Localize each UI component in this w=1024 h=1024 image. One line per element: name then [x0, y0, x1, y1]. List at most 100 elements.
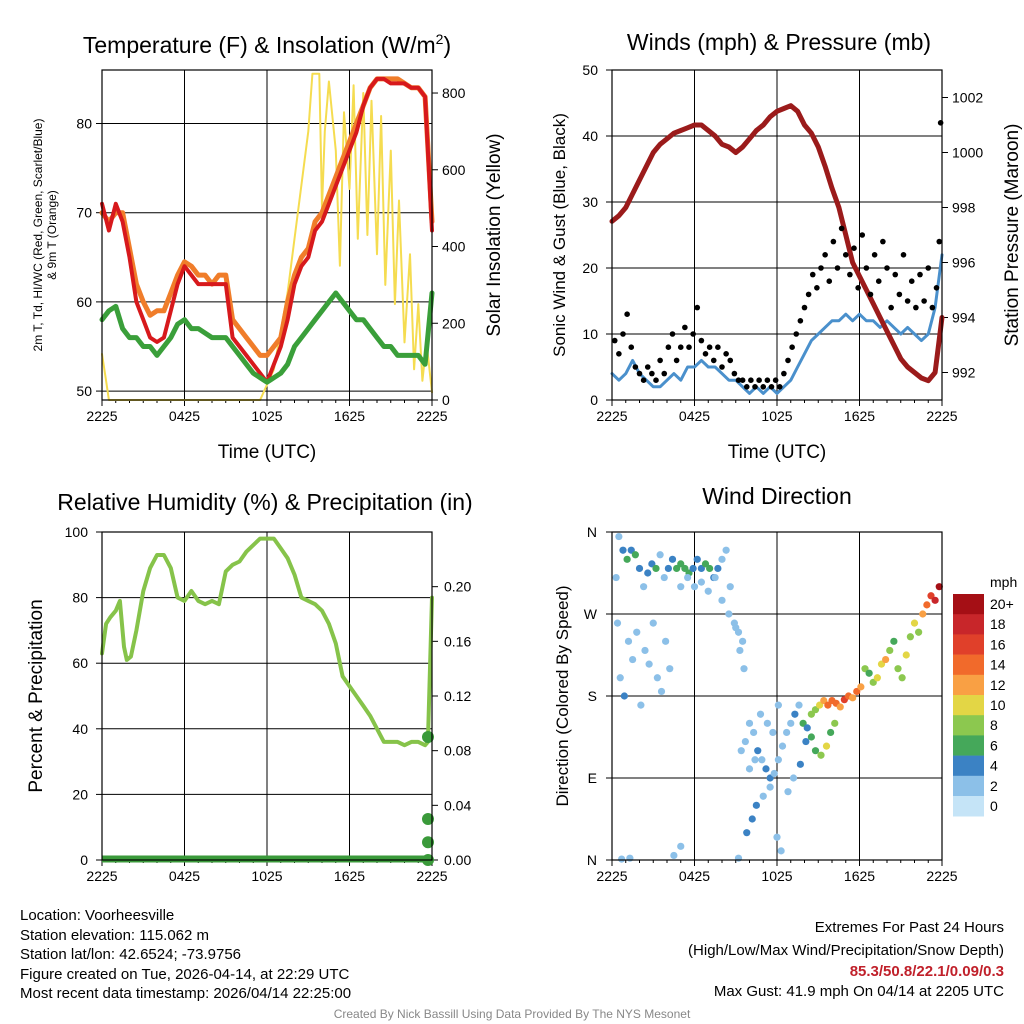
wdir-point	[739, 637, 747, 645]
wind-gust-point	[669, 331, 676, 337]
wind-gust-point	[896, 291, 903, 298]
wind-gust-point	[913, 304, 919, 311]
temp-y-axis-label: 2m T, Td, HI/WC (Red, Green, Scarlet/Blu…	[31, 119, 59, 352]
wdir-point	[629, 655, 637, 664]
temp-title: Temperature (F) & Insolation (W/m2)	[83, 31, 451, 58]
wind-gust-point	[764, 377, 771, 384]
legend-swatch	[953, 634, 984, 655]
wdir-y-tick-label: W	[584, 606, 598, 622]
rh-x-tick-label: 0425	[169, 868, 200, 884]
wind-gust-point	[772, 377, 779, 384]
station-info: Location: Voorheesville Station elevatio…	[20, 906, 351, 1004]
wdir-point	[656, 551, 664, 559]
legend-label: 12	[990, 677, 1006, 693]
wind-y-tick-label: 50	[582, 62, 598, 78]
wind-gust-point	[863, 265, 870, 271]
wdir-point	[737, 747, 745, 755]
legend-swatch	[953, 654, 984, 676]
max-gust-line: Max Gust: 41.9 mph On 04/14 at 2205 UTC	[713, 982, 1004, 1000]
wind-gust-point	[842, 252, 849, 258]
rh-y-tick-label: 100	[65, 524, 89, 540]
wdir-point	[697, 578, 705, 586]
wdir-point	[664, 564, 672, 573]
wind-gust-point	[686, 344, 692, 351]
wind-x-tick-label: 1025	[761, 408, 792, 424]
wdir-point	[668, 555, 677, 563]
temp-y2-axis-label: Solar Insolation (Yellow)	[484, 133, 505, 336]
wdir-point	[927, 592, 935, 600]
wdir-point	[652, 564, 660, 573]
legend-label: 2	[990, 778, 998, 794]
rh-y2-tick-label: 0.04	[444, 797, 471, 813]
wind-y-axis-label: Sonic Wind & Gust (Blue, Black)	[550, 113, 569, 357]
wind-gust-point	[888, 304, 894, 311]
wind-gust-point	[904, 298, 911, 304]
wind-gust-point	[818, 265, 824, 271]
wind-y2-tick-label: 998	[952, 200, 976, 216]
wind-gust-point	[925, 265, 932, 271]
temp-title-sup: 2	[436, 31, 444, 47]
wdir-y-tick-label: E	[588, 770, 597, 786]
wdir-point	[662, 637, 670, 645]
wind-title: Winds (mph) & Pressure (mb)	[627, 29, 931, 55]
wdir-point	[811, 706, 820, 714]
wdir-point	[869, 678, 877, 686]
wind-gust-point	[653, 377, 659, 384]
wind-gust-point	[727, 357, 734, 364]
wdir-point	[803, 724, 811, 732]
wdir-point	[811, 747, 820, 755]
wdir-point	[807, 710, 815, 718]
wdir-point	[645, 660, 653, 668]
wdir-point	[718, 555, 726, 563]
rh-title: Relative Humidity (%) & Precipitation (i…	[57, 489, 472, 515]
wdir-point	[902, 651, 910, 659]
legend-swatch	[953, 715, 984, 736]
wdir-point	[623, 555, 631, 563]
temp-x-axis-label: Time (UTC)	[218, 442, 317, 463]
wind-gust-point	[719, 364, 725, 370]
wdir-point	[791, 710, 799, 718]
wdir-point	[795, 701, 803, 709]
temp-y-tick-label: 70	[76, 205, 92, 221]
legend-label: 0	[990, 798, 998, 814]
wind-gust-point	[706, 344, 713, 351]
wind-gust-point	[698, 337, 705, 344]
wind-gust-point	[880, 238, 886, 245]
wdir-point	[816, 701, 824, 709]
wdir-point	[726, 583, 734, 591]
wdir-point	[773, 833, 781, 841]
wdir-point	[714, 564, 722, 573]
wdir-point	[865, 669, 873, 677]
wind-y2-tick-label: 1002	[952, 90, 983, 106]
wdir-point	[718, 596, 726, 604]
wind-gust-point	[900, 252, 907, 258]
temp-y-tick-label: 60	[76, 294, 92, 310]
wind-series-station-pressure	[609, 103, 945, 384]
wdir-point	[620, 692, 628, 700]
wdir-y-tick-label: N	[587, 524, 597, 540]
wind-y2-tick-label: 994	[952, 310, 976, 326]
wind-speed-legend: mph 20+ 18 16 14 12 10 8 6 4 2 0	[953, 574, 1017, 817]
temp-y2-tick-label: 600	[442, 162, 466, 178]
wind-gust-point	[756, 377, 762, 384]
wind-gust-point	[768, 384, 775, 390]
wind-gust-point	[859, 232, 866, 238]
timestamp-line: Most recent data timestamp: 2026/04/14 2…	[20, 985, 352, 1002]
temp-y2-tick-label: 800	[442, 85, 466, 101]
wind-gust-point	[936, 238, 943, 245]
wdir-point	[637, 701, 645, 709]
wdir-point	[613, 619, 622, 627]
wind-gust-point	[929, 304, 936, 311]
wind-gust-point	[830, 238, 837, 245]
wind-gust-point	[826, 278, 833, 285]
wdir-point	[660, 573, 668, 582]
legend-label: 10	[990, 697, 1006, 713]
wdir-y-axis-label: Direction (Colored By Speed)	[553, 585, 572, 806]
rh-y2-tick-label: 0.00	[444, 852, 471, 868]
wind-frame	[611, 69, 943, 401]
rh-y2-tick-label: 0.16	[444, 633, 471, 649]
wdir-point	[784, 788, 792, 796]
rh-series-relative-humidity	[100, 536, 434, 748]
